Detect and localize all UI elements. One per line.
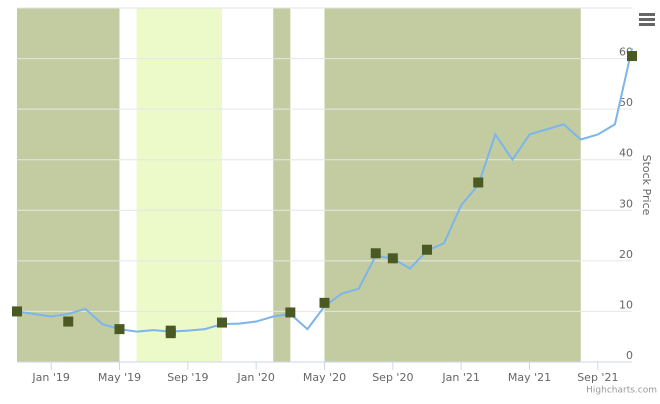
plot-band bbox=[273, 8, 291, 362]
marker bbox=[473, 177, 484, 188]
y-axis-title: Stock Price bbox=[640, 155, 653, 216]
x-tick-label: Sep '20 bbox=[372, 371, 413, 384]
menu-icon[interactable] bbox=[639, 23, 655, 26]
marker bbox=[387, 253, 398, 264]
marker bbox=[422, 244, 432, 255]
marker bbox=[165, 328, 176, 339]
x-tick-label: May '20 bbox=[303, 371, 346, 384]
plot-band bbox=[17, 8, 120, 362]
y-tick-label: 0 bbox=[626, 349, 633, 362]
marker bbox=[627, 51, 637, 62]
marker bbox=[285, 307, 296, 318]
menu-icon[interactable] bbox=[639, 13, 655, 16]
x-tick-label: May '21 bbox=[508, 371, 551, 384]
x-tick-label: Sep '19 bbox=[167, 371, 208, 384]
y-tick-label: 10 bbox=[619, 298, 633, 311]
marker bbox=[63, 316, 74, 327]
x-tick-label: Sep '21 bbox=[577, 371, 618, 384]
marker bbox=[370, 248, 381, 259]
y-tick-label: 20 bbox=[619, 248, 633, 261]
credits: Highcharts.com bbox=[586, 386, 657, 396]
plot-band bbox=[324, 8, 581, 362]
marker bbox=[12, 306, 22, 317]
y-tick-label: 30 bbox=[619, 197, 633, 210]
menu-icon[interactable] bbox=[639, 18, 655, 21]
plot-band bbox=[136, 8, 222, 362]
y-tick-label: 50 bbox=[619, 96, 633, 109]
x-tick-label: Jan '20 bbox=[236, 371, 274, 384]
x-tick-label: Jan '19 bbox=[31, 371, 69, 384]
marker bbox=[114, 324, 125, 335]
marker bbox=[217, 317, 227, 328]
x-tick-label: May '19 bbox=[98, 371, 141, 384]
y-tick-label: 40 bbox=[619, 147, 633, 160]
x-tick-label: Jan '21 bbox=[441, 371, 479, 384]
marker bbox=[319, 297, 330, 308]
